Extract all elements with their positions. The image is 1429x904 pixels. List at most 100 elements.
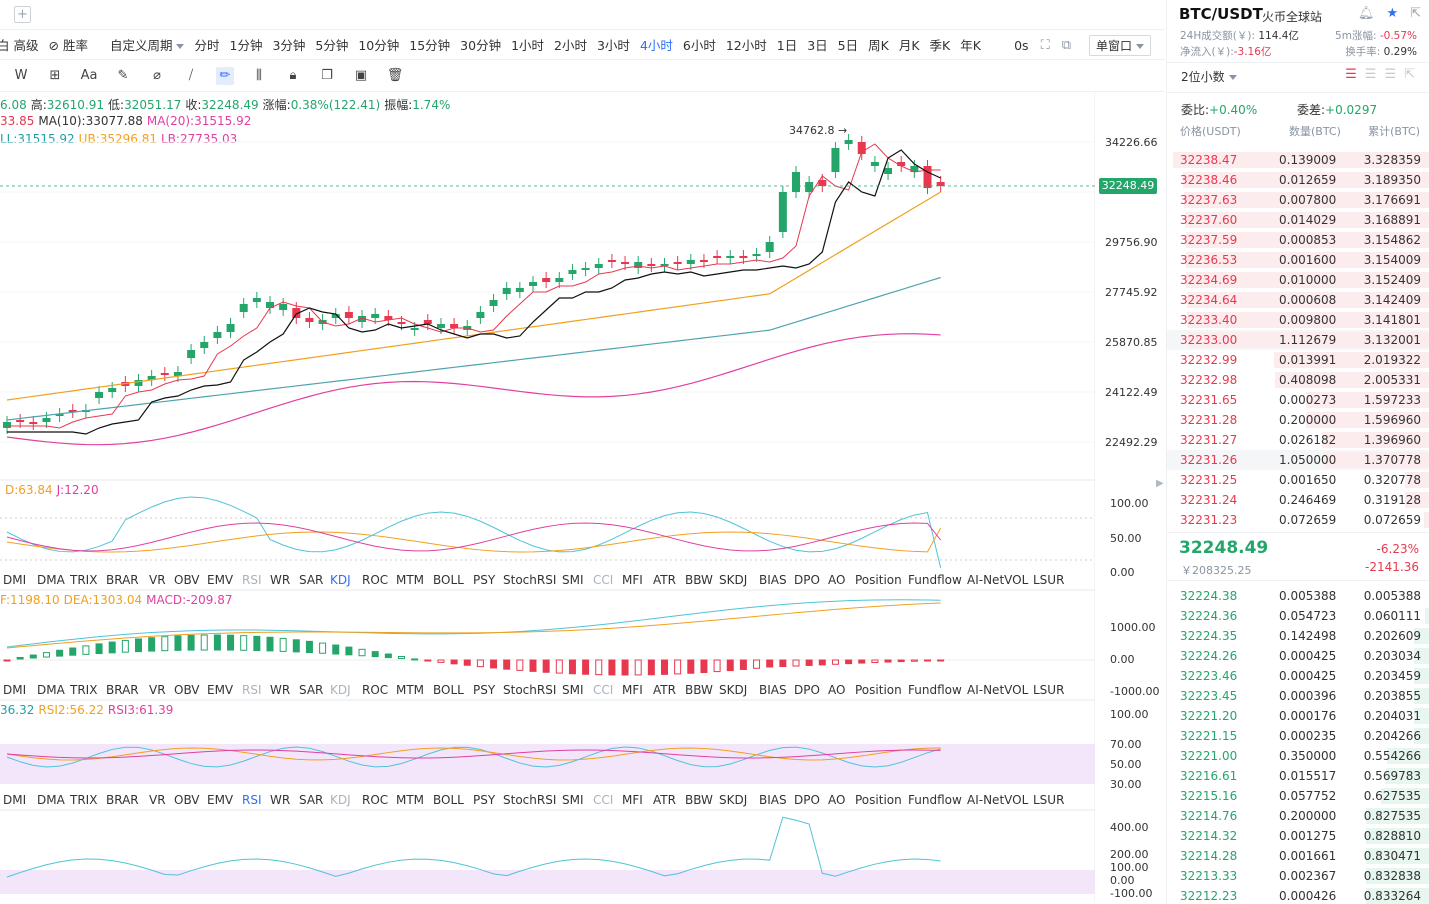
indicator-tab-stochrsi[interactable]: StochRSI [503,573,557,587]
indicator-tab-kdj[interactable]: KDJ [330,683,351,697]
bid-row[interactable]: 32215.16 0.057752 0.627535 [1167,786,1429,806]
indicator-tab-sar[interactable]: SAR [299,683,324,697]
period-19[interactable]: 年K [960,38,981,53]
decimals-select[interactable]: 2位小数 [1181,68,1237,85]
period-16[interactable]: 周K [868,38,889,53]
period-6[interactable]: 30分钟 [460,38,502,53]
indicator-tab-bbw[interactable]: BBW [685,573,713,587]
indicator-tab-dpo[interactable]: DPO [794,683,820,697]
period-9[interactable]: 3小时 [596,38,630,53]
ask-row[interactable]: 32238.46 0.012659 3.189350 [1167,170,1429,190]
indicator-tab-obv[interactable]: OBV [174,683,200,697]
bid-row[interactable]: 32224.38 0.005388 0.005388 [1167,586,1429,606]
indicator-tab-lsur[interactable]: LSUR [1033,683,1065,697]
indicator-tab-bbw[interactable]: BBW [685,683,713,697]
indicator-tab-boll[interactable]: BOLL [433,683,464,697]
indicator-tab-rsi[interactable]: RSI [242,573,262,587]
ask-row[interactable]: 32231.28 0.200000 1.596960 [1167,410,1429,430]
grid-tool[interactable]: ⊞ [49,67,61,83]
bid-row[interactable]: 32213.33 0.002367 0.832838 [1167,866,1429,886]
indicator-tab-mfi[interactable]: MFI [622,683,643,697]
bid-row[interactable]: 32224.36 0.054723 0.060111 [1167,606,1429,626]
ask-row[interactable]: 32232.99 0.013991 2.019322 [1167,350,1429,370]
ask-row[interactable]: 32231.25 0.001650 0.320778 [1167,470,1429,490]
single-window-select[interactable]: 单窗口 [1088,34,1151,56]
indicator-tab-vr[interactable]: VR [149,793,166,807]
indicator-tab-psy[interactable]: PSY [473,683,496,697]
indicator-tab-roc[interactable]: ROC [362,683,389,697]
period-11[interactable]: 6小时 [682,38,716,53]
indicator-tab-fundflow[interactable]: Fundflow [908,793,962,807]
indicator-tab-dma[interactable]: DMA [37,683,65,697]
indicator-tab-dmi[interactable]: DMI [3,793,27,807]
indicator-tab-roc[interactable]: ROC [362,573,389,587]
bid-row[interactable]: 32216.61 0.015517 0.569783 [1167,766,1429,786]
indicator-tab-skdj[interactable]: SKDJ [719,573,748,587]
ask-row[interactable]: 32231.23 0.072659 0.072659 [1167,510,1429,530]
collapse-panel-icon[interactable]: ▶ [1156,478,1164,489]
indicator-tab-emv[interactable]: EMV [207,683,234,697]
ask-row[interactable]: 32236.53 0.001600 3.154009 [1167,250,1429,270]
bid-row[interactable]: 32214.28 0.001661 0.830471 [1167,846,1429,866]
ask-row[interactable]: 32232.98 0.408098 2.005331 [1167,370,1429,390]
indicator-tab-mtm[interactable]: MTM [396,573,425,587]
indicator-tab-stochrsi[interactable]: StochRSI [503,793,557,807]
indicator-tab-emv[interactable]: EMV [207,793,234,807]
star-icon[interactable]: ★ [1386,6,1399,21]
ruler-tool[interactable]: ⧸ [188,67,194,83]
indicator-tab-brar[interactable]: BRAR [106,573,139,587]
indicator-tab-bias[interactable]: BIAS [759,683,787,697]
asks-view-icon[interactable]: ☰ [1364,67,1377,82]
indicator-tab-psy[interactable]: PSY [473,793,496,807]
trash-icon[interactable]: 🗑︎ [386,67,404,83]
bid-row[interactable]: 32221.20 0.000176 0.204031 [1167,706,1429,726]
indicator-tab-brar[interactable]: BRAR [106,793,139,807]
indicator-tab-bbw[interactable]: BBW [685,793,713,807]
indicator-tab-wr[interactable]: WR [270,793,291,807]
indicator-tab-vr[interactable]: VR [149,683,166,697]
indicator-tab-position[interactable]: Position [855,573,902,587]
indicator-tab-boll[interactable]: BOLL [433,793,464,807]
indicator-tab-trix[interactable]: TRIX [70,793,98,807]
indicator-tab-trix[interactable]: TRIX [70,573,98,587]
indicator-tab-mfi[interactable]: MFI [622,573,643,587]
bid-row[interactable]: 32212.23 0.000426 0.833264 [1167,886,1429,904]
indicator-tab-psy[interactable]: PSY [473,573,496,587]
period-3[interactable]: 5分钟 [315,38,349,53]
indicator-tab-cci[interactable]: CCI [593,573,614,587]
custom-period-select[interactable]: 自定义周期 [110,35,185,54]
share-icon[interactable]: ⇱ [1410,6,1421,21]
popout-icon[interactable]: ⧉ [1061,37,1071,53]
ask-row[interactable]: 32238.47 0.139009 3.328359 [1167,150,1429,170]
period-10[interactable]: 4小时 [639,38,673,53]
indicator-tab-ai-netvol[interactable]: AI-NetVOL [967,683,1029,697]
fullscreen-icon[interactable]: ⛶ [1040,37,1050,53]
indicator-tab-kdj[interactable]: KDJ [330,793,351,807]
indicator-tab-kdj[interactable]: KDJ [330,573,351,587]
indicator-tab-ao[interactable]: AO [828,683,846,697]
indicator-tab-obv[interactable]: OBV [174,573,200,587]
bid-row[interactable]: 32223.45 0.000396 0.203855 [1167,686,1429,706]
indicator-tab-boll[interactable]: BOLL [433,573,464,587]
indicator-tab-smi[interactable]: SMI [562,683,584,697]
period-0[interactable]: 分时 [194,38,220,53]
screenshot-icon[interactable]: ▣ [354,67,368,83]
indicator-tab-fundflow[interactable]: Fundflow [908,573,962,587]
indicator-tab-position[interactable]: Position [855,793,902,807]
bid-row[interactable]: 32214.32 0.001275 0.828810 [1167,826,1429,846]
indicator-tab-ai-netvol[interactable]: AI-NetVOL [967,573,1029,587]
bid-row[interactable]: 32214.76 0.200000 0.827535 [1167,806,1429,826]
both-view-icon[interactable]: ☰ [1345,67,1357,82]
period-2[interactable]: 3分钟 [272,38,306,53]
bids-view-icon[interactable]: ☰ [1384,67,1397,82]
add-tab-button[interactable]: + [14,6,31,23]
indicator-tab-sar[interactable]: SAR [299,573,324,587]
indicator-tab-obv[interactable]: OBV [174,793,200,807]
indicator-tab-rsi[interactable]: RSI [242,683,262,697]
bid-row[interactable]: 32224.26 0.000425 0.203034 [1167,646,1429,666]
ask-row[interactable]: 32237.63 0.007800 3.176691 [1167,190,1429,210]
indicator-tab-cci[interactable]: CCI [593,683,614,697]
period-15[interactable]: 5日 [837,38,859,53]
period-14[interactable]: 3日 [807,38,828,53]
indicator-tab-dma[interactable]: DMA [37,573,65,587]
